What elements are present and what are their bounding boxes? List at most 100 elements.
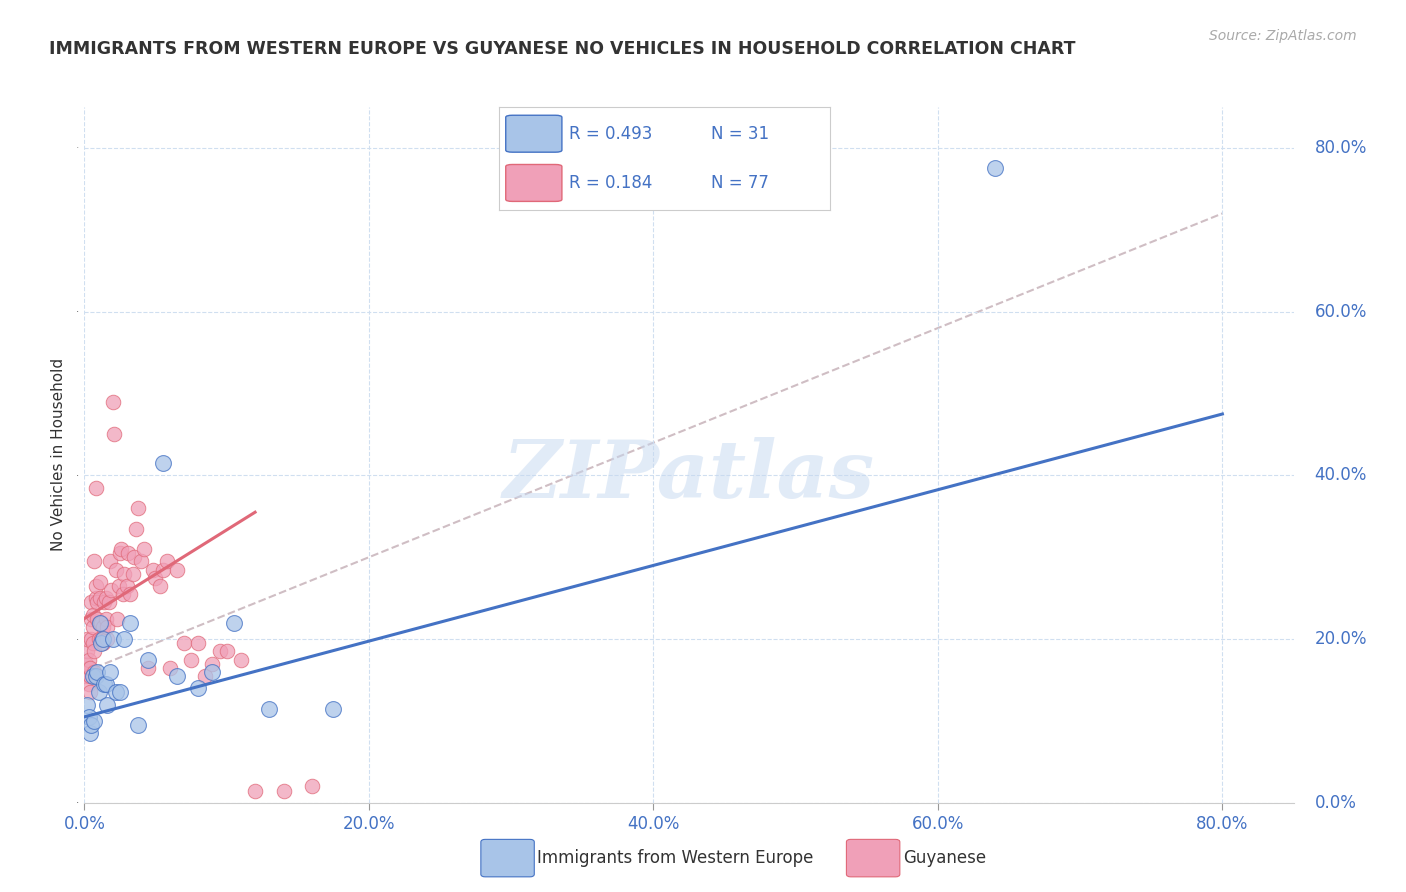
Point [108, 685, 131, 699]
Point [75, 657, 97, 671]
Point [166, 669, 188, 683]
Point [259, 701, 281, 715]
Point [112, 632, 135, 646]
Point [82, 607, 104, 622]
Point [96, 632, 118, 646]
Point [201, 665, 224, 679]
Text: R = 0.493: R = 0.493 [568, 125, 652, 143]
Point [132, 542, 155, 557]
Point [86, 665, 108, 679]
Point [110, 542, 132, 557]
Point [91, 620, 114, 634]
Point [145, 571, 167, 585]
Point [75, 669, 97, 683]
Point [201, 657, 224, 671]
Point [80, 595, 103, 609]
Point [84, 481, 107, 495]
Point [152, 456, 174, 470]
Point [273, 783, 295, 797]
Point [243, 783, 266, 797]
Point [149, 579, 172, 593]
Point [77, 710, 100, 724]
Point [112, 566, 135, 581]
Point [156, 554, 179, 568]
Point [142, 562, 165, 576]
Point [94, 591, 117, 606]
Text: Source: ZipAtlas.com: Source: ZipAtlas.com [1209, 29, 1357, 43]
Point [83, 644, 105, 658]
Point [90, 615, 112, 630]
Point [222, 615, 245, 630]
Point [194, 669, 217, 683]
Point [87, 685, 110, 699]
Point [79, 726, 101, 740]
Point [208, 644, 231, 658]
Text: 60.0%: 60.0% [1315, 302, 1367, 321]
Point [104, 685, 127, 699]
Point [80, 718, 103, 732]
Point [91, 636, 114, 650]
Point [83, 554, 105, 568]
Point [173, 636, 195, 650]
Point [215, 644, 238, 658]
Point [79, 685, 101, 699]
Point [117, 546, 139, 560]
Point [108, 546, 131, 560]
Point [86, 612, 108, 626]
Point [76, 632, 98, 646]
Point [89, 574, 111, 589]
Point [84, 669, 107, 683]
Point [77, 652, 100, 666]
Text: N = 77: N = 77 [710, 174, 769, 192]
Point [82, 636, 104, 650]
Point [82, 620, 104, 634]
Point [118, 615, 141, 630]
Point [98, 665, 121, 679]
Point [84, 579, 107, 593]
Point [107, 579, 129, 593]
Point [187, 681, 209, 696]
Point [127, 501, 149, 516]
Point [89, 615, 111, 630]
Point [82, 669, 104, 683]
Text: R = 0.184: R = 0.184 [568, 174, 652, 192]
Point [79, 661, 101, 675]
Point [96, 698, 118, 712]
Point [93, 595, 115, 609]
Point [90, 632, 112, 646]
Point [105, 612, 128, 626]
Point [180, 652, 202, 666]
Point [89, 591, 111, 606]
Point [229, 652, 252, 666]
Y-axis label: No Vehicles in Household: No Vehicles in Household [51, 359, 66, 551]
Point [96, 620, 118, 634]
Point [77, 661, 100, 675]
Point [127, 718, 149, 732]
Point [97, 595, 120, 609]
Point [91, 632, 114, 646]
Point [94, 612, 117, 626]
Point [301, 780, 323, 794]
Point [84, 591, 107, 606]
Point [187, 636, 209, 650]
Point [103, 427, 125, 442]
Point [118, 587, 141, 601]
Point [322, 701, 344, 715]
Point [98, 554, 121, 568]
Text: ZIPatlas: ZIPatlas [503, 437, 875, 515]
Point [101, 394, 124, 409]
Point [104, 562, 127, 576]
Point [77, 677, 100, 691]
Text: N = 31: N = 31 [710, 125, 769, 143]
Point [79, 669, 101, 683]
Point [87, 615, 110, 630]
Text: IMMIGRANTS FROM WESTERN EUROPE VS GUYANESE NO VEHICLES IN HOUSEHOLD CORRELATION : IMMIGRANTS FROM WESTERN EUROPE VS GUYANE… [49, 40, 1076, 58]
Point [87, 632, 110, 646]
Text: 40.0%: 40.0% [1315, 467, 1367, 484]
Point [138, 652, 160, 666]
Point [111, 587, 134, 601]
Point [80, 612, 103, 626]
Point [80, 632, 103, 646]
Point [159, 661, 181, 675]
Point [115, 579, 138, 593]
